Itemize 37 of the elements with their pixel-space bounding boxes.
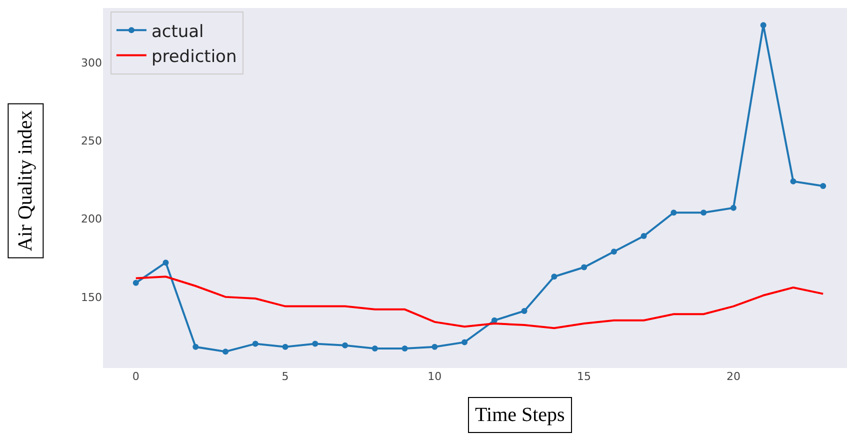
point — [730, 204, 736, 211]
x-tick-label: 0 — [132, 370, 140, 383]
point — [670, 210, 677, 216]
point — [312, 340, 318, 347]
point — [640, 233, 647, 240]
x-tick-label: 15 — [577, 370, 592, 383]
x-tick-label: 5 — [282, 370, 289, 383]
point — [342, 342, 348, 348]
point — [820, 183, 826, 190]
point — [222, 348, 229, 355]
point — [372, 345, 378, 352]
point — [192, 344, 199, 350]
point — [760, 22, 766, 28]
legend-label: actual — [151, 22, 204, 42]
y-axis-title: Air Quality index — [14, 110, 37, 252]
point — [700, 210, 707, 216]
point — [462, 339, 468, 346]
x-tick-label: 20 — [726, 370, 740, 383]
y-tick-label: 250 — [81, 134, 102, 148]
point — [282, 344, 288, 350]
point — [551, 274, 558, 280]
y-tick-label: 300 — [81, 56, 102, 70]
point — [790, 178, 796, 184]
point — [432, 344, 438, 350]
point — [521, 308, 528, 314]
point — [252, 340, 258, 347]
point — [402, 345, 408, 352]
point — [610, 248, 617, 255]
x-tick-label: 10 — [428, 370, 442, 383]
x-axis-title: Time Steps — [475, 404, 566, 426]
y-tick-label: 200 — [81, 212, 102, 226]
point — [162, 260, 169, 266]
y-tick-label: 150 — [81, 290, 102, 304]
point — [581, 264, 588, 270]
legend-label: prediction — [151, 46, 237, 67]
line-series — [134, 276, 824, 330]
point — [132, 280, 139, 286]
